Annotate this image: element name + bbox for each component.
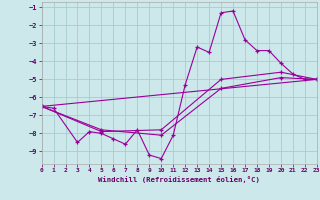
X-axis label: Windchill (Refroidissement éolien,°C): Windchill (Refroidissement éolien,°C) bbox=[98, 176, 260, 183]
